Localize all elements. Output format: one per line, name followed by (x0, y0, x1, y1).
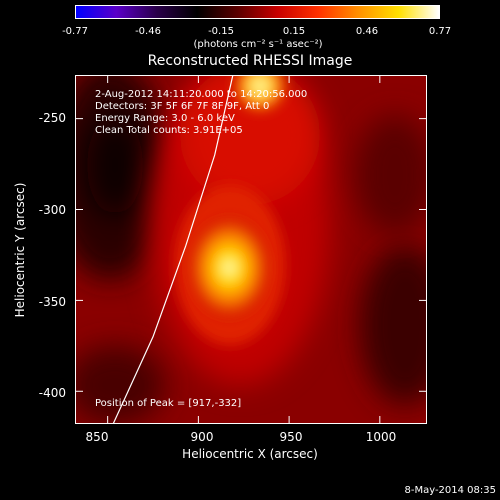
x-tick-label: 1000 (365, 430, 397, 444)
colorbar-tick: -0.46 (135, 26, 161, 37)
y-tick-label: -300 (38, 203, 66, 217)
colorbar-tick: 0.46 (355, 26, 379, 37)
colorbar-tick: -0.15 (208, 26, 234, 37)
colorbar-tick: -0.77 (62, 26, 88, 37)
flare-source (187, 215, 272, 320)
heatmap-dark-region (355, 115, 427, 235)
y-tick-label: -400 (38, 386, 66, 400)
detectors-annotation: Detectors: 3F 5F 6F 7F 8F 9F, Att 0 (95, 101, 270, 112)
heatmap-dark-region (75, 345, 165, 424)
flare-source (230, 75, 291, 116)
x-tick-label: 950 (279, 430, 303, 444)
colorbar-tick: 0.77 (428, 26, 452, 37)
solar-limb-line (112, 75, 234, 424)
heatmap-plot (75, 75, 427, 424)
y-axis-label: Heliocentric Y (arcsec) (13, 182, 27, 318)
heatmap-dark-region (360, 245, 427, 405)
colorbar-tick: 0.15 (282, 26, 306, 37)
heatmap-dark-region (87, 115, 143, 215)
x-tick-label: 850 (85, 430, 109, 444)
heatmap-svg (75, 75, 427, 424)
colorbar (75, 5, 440, 19)
x-tick-label: 900 (190, 430, 214, 444)
time-range-annotation: 2-Aug-2012 14:11:20.000 to 14:20:56.000 (95, 89, 308, 100)
colorbar-units: (photons cm⁻² s⁻¹ asec⁻²) (193, 39, 323, 50)
y-tick-label: -250 (38, 111, 66, 125)
chart-title: Reconstructed RHESSI Image (147, 53, 353, 69)
heatmap-glow (180, 75, 320, 205)
footer-timestamp: 8-May-2014 08:35 (404, 485, 496, 496)
clean-annotation: Clean Total counts: 3.91E+05 (95, 125, 243, 136)
energy-annotation: Energy Range: 3.0 - 6.0 keV (95, 113, 235, 124)
y-tick-label: -350 (38, 295, 66, 309)
peak-position-annotation: Position of Peak = [917,-332] (95, 398, 242, 409)
x-axis-label: Heliocentric X (arcsec) (182, 447, 318, 461)
